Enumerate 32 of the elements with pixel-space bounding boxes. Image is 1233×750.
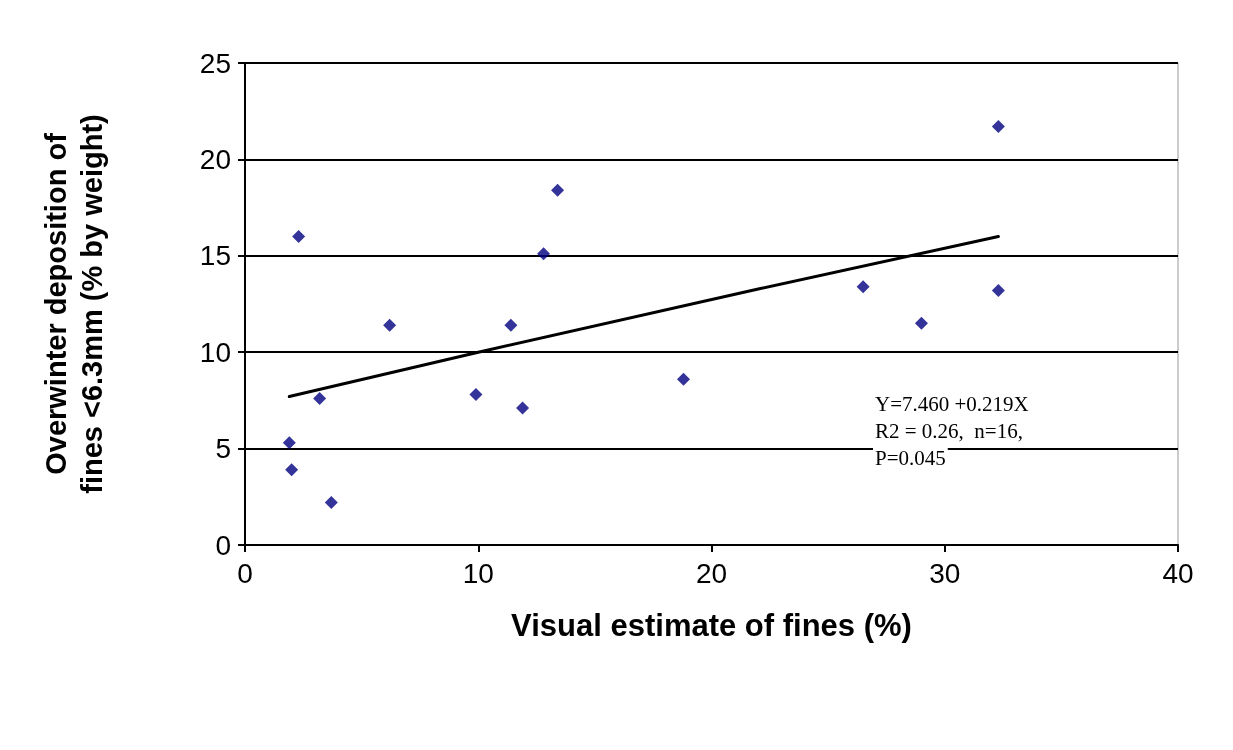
point [991,120,1005,134]
point [469,388,483,402]
annotation: Y=7.460 +0.219X [875,391,1029,416]
y-tick-label: 5 [215,433,231,465]
point [516,401,530,415]
x-tick-label: 40 [1162,557,1194,589]
point [324,496,338,510]
y-tick-label: 20 [199,143,231,175]
point [282,436,296,450]
x-tick-label: 20 [695,557,728,589]
x-axis-title: Visual estimate of fines (%) [511,608,912,643]
y-tick-label: 15 [199,240,231,272]
y-tick-label: 0 [215,529,231,561]
annotation: R2 = 0.26, n=16, [875,418,1023,443]
y-tick-label: 10 [199,336,231,368]
y-axis-title: Overwinter deposition of fines <6.3mm (% by weight) [40,114,108,494]
point [285,463,299,477]
point [313,391,327,405]
x-tick-label: 10 [462,557,494,589]
point [537,247,551,261]
point [856,280,870,294]
x-tick-label: 0 [237,557,253,589]
point [383,318,397,332]
point [292,230,306,244]
annotation: P=0.045 [875,445,946,470]
point [677,372,691,386]
y-tick-label: 25 [199,47,231,79]
point [914,316,928,330]
point [551,183,565,197]
x-tick-label: 30 [929,557,961,589]
point [991,284,1005,297]
point [504,318,518,332]
